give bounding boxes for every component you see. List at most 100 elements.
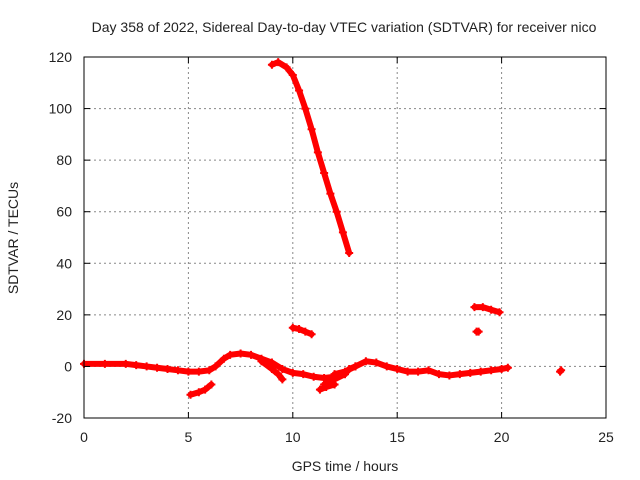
- data-point: [313, 148, 322, 157]
- data-point: [320, 169, 329, 178]
- data-point: [330, 370, 339, 379]
- data-point: [282, 63, 291, 72]
- y-tick-label: 40: [56, 255, 72, 271]
- y-tick-label: 20: [56, 307, 72, 323]
- data-point: [278, 365, 287, 374]
- data-point: [236, 349, 245, 358]
- data-point: [219, 354, 228, 363]
- data-point: [322, 383, 331, 392]
- data-point: [257, 357, 266, 366]
- data-point: [470, 303, 479, 312]
- data-point: [211, 362, 220, 371]
- series-dips: [257, 357, 360, 389]
- series-short-arcs: [288, 303, 566, 376]
- data-trace: [258, 358, 286, 383]
- data-point: [445, 371, 454, 380]
- x-tick-label: 10: [285, 429, 301, 445]
- data-point: [495, 308, 504, 317]
- x-tick-label: 25: [598, 429, 614, 445]
- data-point: [345, 248, 354, 257]
- data-point: [288, 323, 297, 332]
- data-point: [497, 365, 506, 374]
- y-tick-label: 120: [49, 49, 73, 65]
- data-point: [207, 380, 216, 389]
- data-point: [288, 368, 297, 377]
- x-tick-label: 0: [80, 429, 88, 445]
- data-point: [121, 359, 130, 368]
- data-point: [307, 330, 316, 339]
- data-trace: [268, 59, 353, 256]
- data-point: [382, 362, 391, 371]
- data-points: [80, 58, 566, 399]
- data-point: [434, 370, 443, 379]
- data-point: [184, 367, 193, 376]
- y-axis-label: SDTVAR / TECUs: [5, 182, 21, 294]
- y-tick-label: 100: [49, 101, 73, 117]
- x-tick-label: 5: [185, 429, 193, 445]
- data-point: [351, 362, 360, 371]
- data-point: [556, 367, 565, 376]
- data-point: [194, 388, 203, 397]
- x-tick-label: 20: [494, 429, 510, 445]
- data-point: [301, 327, 310, 336]
- data-point: [478, 303, 487, 312]
- y-tick-label: 60: [56, 204, 72, 220]
- data-point: [153, 363, 162, 372]
- data-point: [315, 385, 324, 394]
- data-point: [186, 390, 195, 399]
- data-point: [278, 375, 287, 384]
- data-point: [100, 359, 109, 368]
- data-point: [414, 367, 423, 376]
- data-point: [173, 366, 182, 375]
- x-axis-label: GPS time / hours: [292, 458, 399, 474]
- y-tick-label: 0: [64, 358, 72, 374]
- data-point: [424, 366, 433, 375]
- data-point: [142, 362, 151, 371]
- chart-title: Day 358 of 2022, Sidereal Day-to-day VTE…: [92, 19, 597, 35]
- data-point: [307, 125, 316, 134]
- data-point: [487, 366, 496, 375]
- data-point: [466, 368, 475, 377]
- data-point: [132, 361, 141, 370]
- data-point: [194, 367, 203, 376]
- data-point: [274, 370, 283, 379]
- data-point: [295, 325, 304, 334]
- series-baseline: [80, 349, 512, 383]
- data-point: [330, 380, 339, 389]
- data-point: [201, 385, 210, 394]
- data-point: [361, 357, 370, 366]
- data-trace: [471, 304, 503, 316]
- data-point: [476, 367, 485, 376]
- data-point: [474, 327, 483, 336]
- y-tick-label: 80: [56, 152, 72, 168]
- series-spike: [267, 58, 354, 257]
- data-point: [299, 370, 308, 379]
- data-point: [503, 363, 512, 372]
- data-point: [274, 58, 283, 67]
- data-point: [267, 365, 276, 374]
- data-point: [267, 60, 276, 69]
- data-point: [326, 189, 335, 198]
- x-tick-label: 15: [389, 429, 405, 445]
- data-point: [338, 228, 347, 237]
- data-trace: [187, 381, 215, 398]
- data-point: [557, 366, 566, 375]
- data-point: [455, 370, 464, 379]
- data-point: [332, 207, 341, 216]
- data-point: [288, 71, 297, 80]
- data-point: [341, 367, 349, 376]
- data-point: [301, 104, 310, 113]
- data-point: [247, 350, 256, 359]
- data-point: [487, 305, 496, 314]
- data-point: [393, 365, 402, 374]
- axis-ticks: 0 5 10 15 20 25 -20 0 20 40 60 80 100 120: [49, 49, 614, 445]
- series-negative-arcs: [186, 380, 339, 399]
- data-point: [295, 86, 304, 95]
- data-point: [205, 366, 214, 375]
- y-tick-label: -20: [52, 410, 72, 426]
- data-point: [163, 365, 172, 374]
- data-point: [226, 350, 235, 359]
- data-point: [372, 358, 381, 367]
- data-point: [309, 372, 318, 381]
